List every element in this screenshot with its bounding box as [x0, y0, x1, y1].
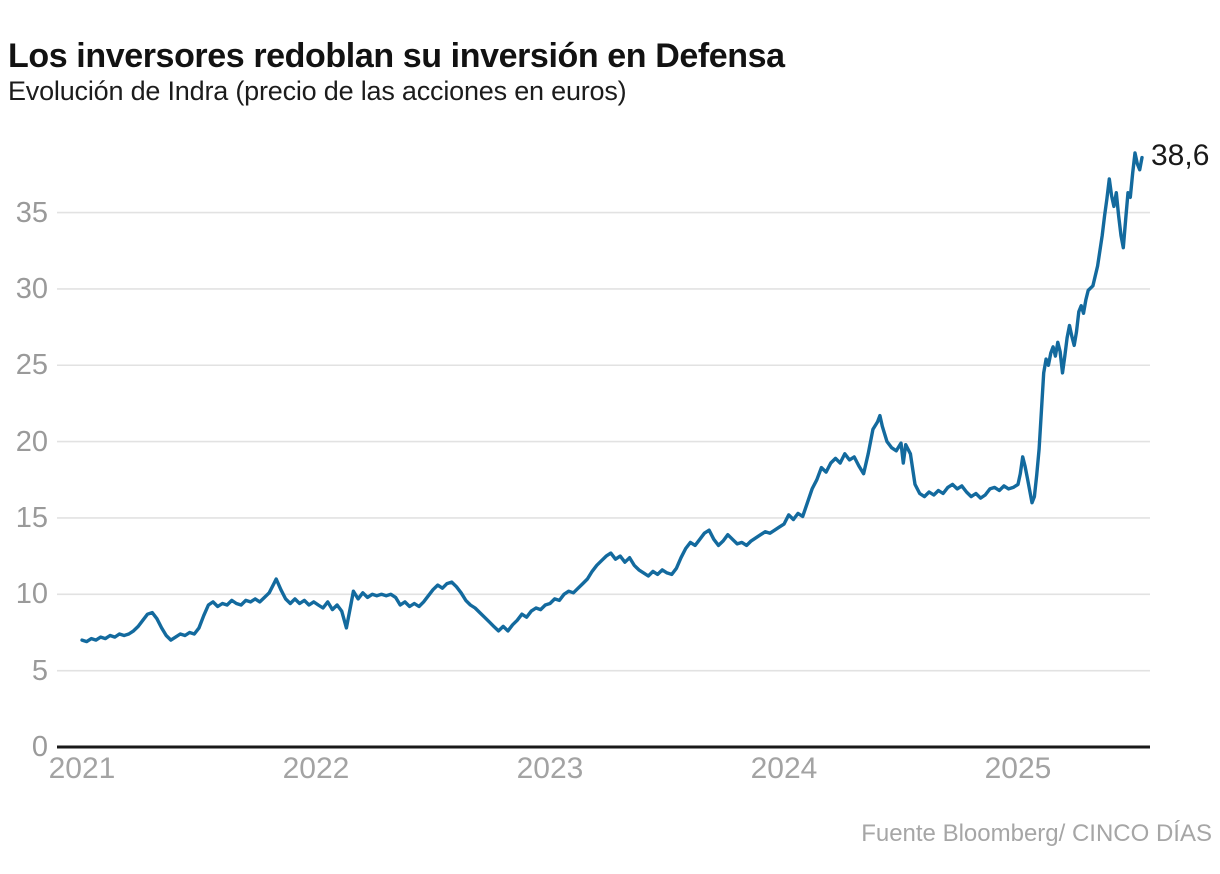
- x-tick-label: 2025: [984, 752, 1052, 785]
- x-tick-label: 2022: [282, 752, 350, 785]
- source-attribution: Fuente Bloomberg/ CINCO DÍAS: [861, 820, 1212, 847]
- y-tick-label: 20: [15, 425, 48, 458]
- x-tick-label: 2023: [516, 752, 584, 785]
- y-tick-label: 10: [15, 578, 48, 611]
- chart-subtitle: Evolución de Indra (precio de las accion…: [8, 76, 627, 106]
- x-tick-label: 2021: [48, 752, 116, 785]
- price-line: [80, 151, 1144, 644]
- last-value-annotation: 38,6: [1151, 139, 1210, 172]
- y-tick-label: 5: [31, 654, 48, 687]
- y-tick-label: 25: [15, 349, 48, 382]
- y-tick-label: 35: [15, 196, 48, 229]
- page-title: Los inversores redoblan su inversión en …: [8, 36, 785, 75]
- y-tick-label: 15: [15, 501, 48, 534]
- y-tick-label: 0: [31, 731, 48, 763]
- y-tick-label: 30: [15, 272, 48, 305]
- x-tick-label: 2024: [750, 752, 818, 785]
